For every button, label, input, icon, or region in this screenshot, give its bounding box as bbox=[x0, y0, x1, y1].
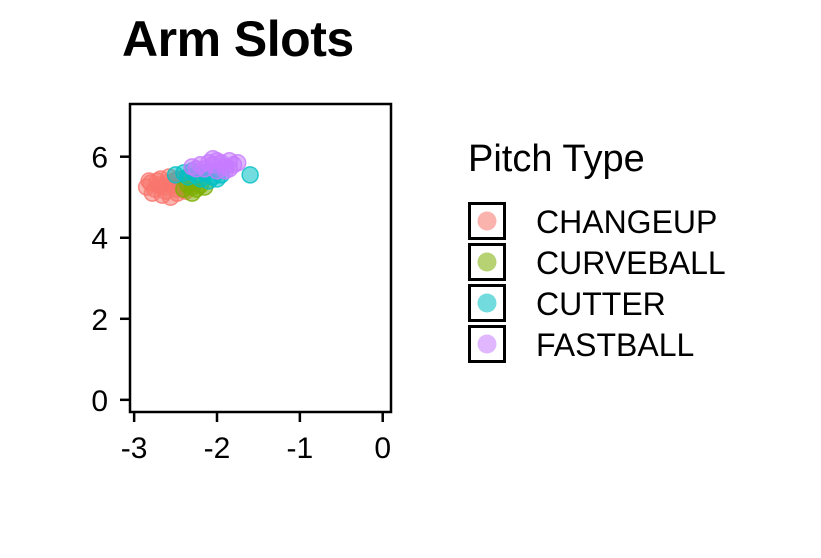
point-fastball-13 bbox=[187, 160, 206, 178]
legend-item-curveball: CURVEBALL bbox=[468, 243, 726, 284]
chart-title: Arm Slots bbox=[122, 11, 354, 67]
point-fastball-15 bbox=[220, 160, 239, 178]
legend-key-changeup bbox=[468, 202, 506, 240]
y-tick-label-3: 6 bbox=[91, 142, 108, 175]
legend-label-curveball: CURVEBALL bbox=[536, 245, 726, 281]
legend-marker-cutter bbox=[479, 295, 495, 311]
point-changeup-22 bbox=[161, 188, 180, 206]
legend-key-fastball bbox=[468, 325, 506, 363]
point-changeup-20 bbox=[140, 172, 158, 190]
x-tick-label-2: -1 bbox=[287, 432, 314, 465]
y-tick-label-2: 4 bbox=[91, 223, 108, 256]
y-tick-label-0: 0 bbox=[91, 385, 108, 418]
legend: Pitch Type CHANGEUP CURVEBALL CUTTER FASTBA… bbox=[468, 138, 726, 366]
legend-item-cutter: CUTTER bbox=[468, 284, 666, 325]
y-tick-label-1: 2 bbox=[91, 304, 108, 337]
legend-item-changeup: CHANGEUP bbox=[468, 202, 717, 243]
legend-marker-fastball bbox=[479, 336, 495, 352]
legend-label-cutter: CUTTER bbox=[536, 286, 666, 322]
legend-label-changeup: CHANGEUP bbox=[536, 204, 718, 240]
x-tick-label-1: -2 bbox=[204, 432, 231, 465]
legend-label-fastball: FASTBALL bbox=[536, 327, 695, 363]
axis-layer: -3 -2 -1 0 0 2 4 6 bbox=[91, 142, 391, 465]
point-cutter-11 bbox=[241, 166, 259, 184]
x-tick-label-0: -3 bbox=[121, 432, 148, 465]
points-layer bbox=[137, 149, 259, 206]
x-tick-label-3: 0 bbox=[374, 432, 391, 465]
legend-key-curveball bbox=[468, 243, 506, 281]
legend-key-cutter bbox=[468, 284, 506, 322]
legend-marker-changeup bbox=[479, 213, 495, 229]
legend-marker-curveball bbox=[479, 254, 495, 270]
legend-item-fastball: FASTBALL bbox=[468, 325, 694, 366]
legend-title: Pitch Type bbox=[468, 138, 645, 180]
plot-panel-border bbox=[128, 102, 393, 414]
legend-items: CHANGEUP CURVEBALL CUTTER FASTBALL bbox=[468, 202, 726, 366]
